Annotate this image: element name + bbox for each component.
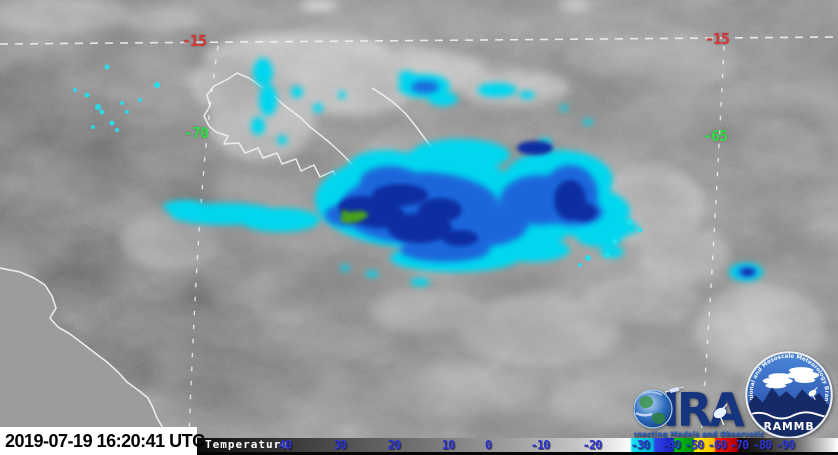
colorbar-tick--60: -60 xyxy=(707,438,728,452)
colorbar-tick--40: -40 xyxy=(661,438,682,452)
river-line-icon xyxy=(747,411,831,420)
coastline xyxy=(0,267,177,455)
cira-tagline: Connecting Models and Observations xyxy=(634,430,764,439)
colorbar-tick--90: -90 xyxy=(775,438,796,452)
longitude-label-west: -70 xyxy=(184,124,209,142)
rammb-logo: Regional and Mesoscale Meteorology Branc… xyxy=(740,344,836,446)
latitude-line xyxy=(0,36,838,45)
cira-logo: CIRA Connecting Models and Observati xyxy=(621,383,774,443)
enhancement-cyan-specks xyxy=(73,64,643,267)
colorbar-tick--80: -80 xyxy=(752,438,773,452)
timestamp: 2019-07-19 16:20:41 UTC xyxy=(0,427,205,455)
rammb-dish-icon xyxy=(808,387,818,400)
mountains-icon xyxy=(747,387,831,437)
longitude-line-east xyxy=(700,45,725,438)
colorbar-tick-30: 30 xyxy=(333,438,347,452)
colorbar-tick--50: -50 xyxy=(684,438,705,452)
cira-globe-icon xyxy=(633,389,673,429)
latitude-label-east: -15 xyxy=(705,30,730,48)
rammb-acronym: RAMMB xyxy=(763,420,814,433)
lenticular-clouds-icon xyxy=(762,367,820,389)
colorbar-tick--20: -20 xyxy=(582,438,603,452)
rammb-ring xyxy=(745,351,833,439)
ocean xyxy=(0,268,176,455)
colorbar-tick--70: -70 xyxy=(729,438,750,452)
colorbar-tick--30: -30 xyxy=(630,438,651,452)
colorbar-tick-20: 20 xyxy=(387,438,401,452)
latlon-grid xyxy=(0,36,838,438)
cold-cloud-enhancement xyxy=(73,58,763,286)
colorbar-tick--10: -10 xyxy=(530,438,551,452)
temperature-colorbar: Temperature 40 30 20 10 0 -10 -20 -30 -4… xyxy=(197,438,838,455)
colorbar-title: Temperature xyxy=(205,438,289,451)
colorbar-tick-40: 40 xyxy=(278,438,292,452)
longitude-label-east: -65 xyxy=(703,127,728,145)
satellite-dish-icon xyxy=(713,403,728,426)
colorbar-tick-10: 10 xyxy=(441,438,455,452)
latitude-label-west: -15 xyxy=(182,32,207,50)
enhancement-green xyxy=(340,210,368,224)
colorbar-tick-0: 0 xyxy=(484,438,492,452)
satellite-icon xyxy=(664,386,685,393)
enhancement-dark-blue xyxy=(338,141,754,275)
